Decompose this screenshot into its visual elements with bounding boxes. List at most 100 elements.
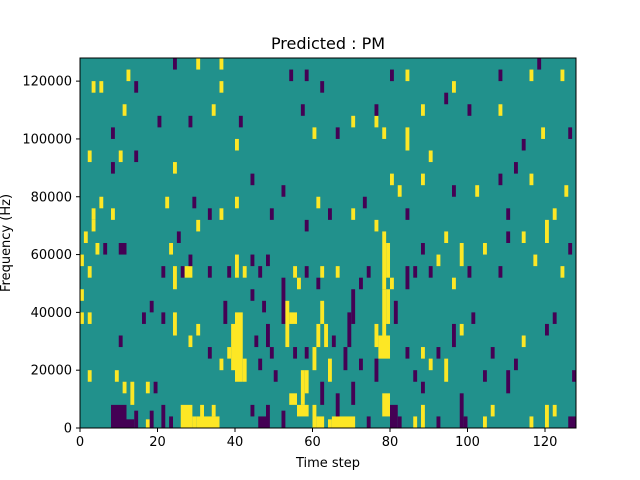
heatmap-cell-high	[91, 81, 96, 93]
heatmap-cell-low	[347, 312, 352, 348]
heatmap-cell-low	[374, 104, 379, 116]
heatmap-cell-high	[459, 243, 464, 267]
heatmap-cell-low	[289, 69, 294, 82]
heatmap-cell-high	[413, 416, 418, 428]
heatmap-cell-high	[405, 127, 410, 151]
heatmap-cell-low	[149, 300, 154, 313]
heatmap-cell-high	[83, 231, 88, 243]
heatmap-cell-low	[188, 254, 193, 267]
heatmap-cell-low	[273, 370, 278, 382]
heatmap-cell-high	[529, 416, 534, 428]
heatmap-cell-low	[266, 404, 270, 429]
heatmap-cell-low	[262, 300, 267, 313]
heatmap-cell-low	[111, 162, 115, 174]
heatmap-cell-low	[514, 358, 518, 371]
heatmap-cell-low	[359, 277, 363, 290]
x-tick-label: 20	[149, 435, 166, 450]
heatmap-cell-high	[529, 69, 534, 82]
heatmap-cell-low	[176, 231, 181, 243]
heatmap-cell-high	[421, 104, 425, 116]
heatmap-cell-low	[351, 289, 356, 324]
heatmap-cell-high	[130, 381, 135, 405]
heatmap-cell-low	[397, 416, 402, 428]
heatmap-cell-low	[266, 323, 270, 348]
heatmap-cell-high	[545, 404, 549, 429]
heatmap-cell-low	[111, 404, 127, 429]
heatmap-cell-low	[134, 410, 139, 428]
heatmap-cell-high	[552, 208, 557, 220]
heatmap-cell-high	[521, 335, 526, 348]
heatmap-cell-high	[428, 358, 433, 371]
heatmap-cell-high	[87, 312, 92, 324]
heatmap-cell-low	[498, 173, 503, 186]
y-tick-label: 80000	[31, 190, 72, 205]
heatmap-cell-high	[219, 358, 224, 371]
heatmap-cell-low	[421, 381, 425, 394]
heatmap-cell-high	[235, 196, 239, 209]
heatmap-cell-low	[293, 347, 298, 359]
heatmap-cell-low	[421, 243, 425, 255]
heatmap-cell-low	[413, 266, 418, 278]
heatmap-cell-high	[552, 404, 557, 417]
heatmap-cell-high	[374, 323, 379, 348]
heatmap-cell-low	[428, 266, 433, 278]
heatmap-cell-high	[541, 127, 546, 139]
heatmap-cell-low	[471, 312, 476, 324]
heatmap-cell-high	[242, 266, 247, 278]
heatmap-cell-high	[235, 312, 243, 382]
heatmap-cell-low	[207, 347, 212, 359]
heatmap-cell-low	[300, 104, 305, 116]
heatmap-cell-low	[343, 347, 348, 371]
heatmap-cell-high	[91, 208, 96, 220]
heatmap-cell-high	[428, 150, 433, 163]
heatmap-cell-low	[467, 104, 472, 116]
heatmap-cell-high	[122, 104, 127, 116]
heatmap-cell-low	[188, 115, 193, 128]
heatmap-cell-low	[390, 69, 394, 82]
heatmap-cell-high	[219, 58, 224, 70]
heatmap-cell-low	[161, 266, 166, 278]
heatmap-cell-high	[211, 104, 216, 116]
heatmap-cell-high	[421, 347, 425, 359]
heatmap-cell-low	[118, 243, 127, 255]
heatmap-cell-high	[91, 219, 96, 232]
y-tick-label: 20000	[31, 364, 72, 379]
heatmap-cell-high	[145, 419, 150, 428]
heatmap-cell-low	[506, 231, 511, 243]
heatmap-cell-high	[390, 277, 394, 290]
y-tick-label: 0	[64, 422, 72, 437]
x-tick-label: 100	[455, 435, 480, 450]
y-axis: 0 20000 40000 60000 80000 100000 120000	[22, 75, 80, 437]
heatmap-cell-high	[459, 323, 464, 336]
heatmap-cell-high	[165, 196, 170, 209]
heatmap-cell-high	[227, 347, 232, 359]
heatmap-cell-high	[219, 208, 224, 220]
heatmap-cell-low	[111, 127, 115, 139]
heatmap-cell-low	[118, 335, 123, 348]
x-axis-title: Time step	[295, 456, 360, 471]
heatmap-cell-low	[269, 208, 274, 220]
heatmap-cell-high	[169, 243, 174, 255]
heatmap-cell-low	[207, 208, 212, 220]
x-axis: 0 20 40 60 80 100 120	[76, 428, 557, 450]
heatmap-cell-high	[452, 81, 456, 93]
y-tick-label: 40000	[31, 306, 72, 321]
heatmap-cell-high	[289, 312, 297, 324]
heatmap-cell-high	[99, 196, 104, 209]
heatmap-cell-high	[320, 266, 325, 278]
heatmap-cell-high	[421, 404, 425, 429]
heatmap-cell-low	[405, 347, 410, 359]
heatmap-cell-low	[227, 266, 232, 278]
x-tick-label: 80	[382, 435, 399, 450]
heatmap-cell-high	[374, 219, 379, 232]
x-tick-label: 40	[227, 435, 244, 450]
y-tick-label: 100000	[22, 132, 72, 147]
heatmap-cell-high	[382, 127, 387, 139]
heatmap-cell-high	[351, 208, 356, 220]
heatmap-cell-low	[506, 370, 511, 394]
heatmap-cell-high	[87, 370, 92, 382]
heatmap-cell-high	[452, 277, 456, 290]
heatmap-cell-high	[529, 173, 534, 186]
heatmap-cell-high	[297, 404, 309, 417]
heatmap-cells	[80, 58, 577, 429]
